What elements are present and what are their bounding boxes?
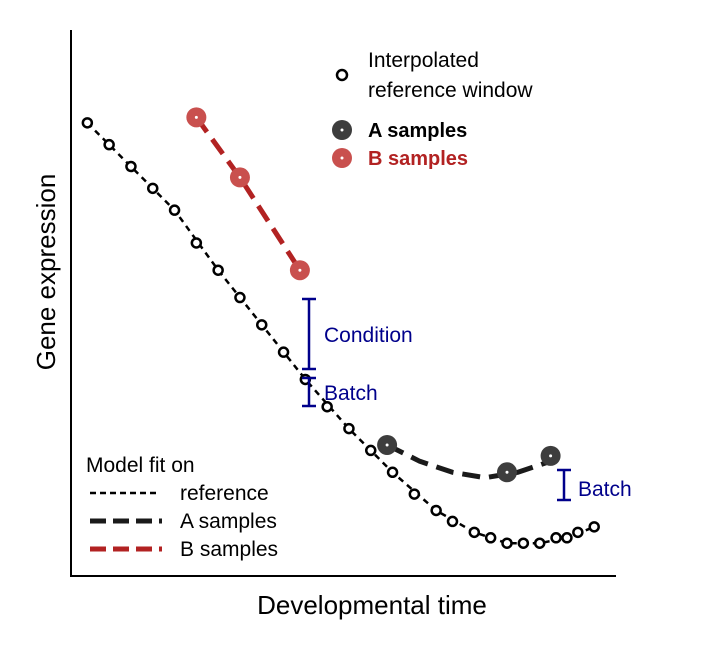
point-interpolated-reference-window xyxy=(386,466,399,479)
point-center-dot xyxy=(194,115,198,119)
point-interpolated-reference-window xyxy=(365,444,377,457)
point-interpolated-reference-window xyxy=(533,537,546,549)
point-interpolated-reference-window xyxy=(572,526,584,539)
point-interpolated-reference-window xyxy=(343,422,355,435)
batch-bracket-left xyxy=(302,376,316,408)
point-interpolated-reference-window xyxy=(147,182,159,195)
legend-open-circle-icon xyxy=(335,68,349,82)
point-interpolated-reference-window xyxy=(234,291,246,304)
point-interpolated-reference-window xyxy=(168,204,181,216)
x-axis-label: Developmental time xyxy=(257,590,487,620)
point-center-dot xyxy=(238,175,242,179)
point-interpolated-reference-window xyxy=(277,346,290,358)
legend-reference-label: reference xyxy=(180,482,269,505)
point-interpolated-reference-window xyxy=(468,526,481,539)
point-interpolated-reference-window xyxy=(517,537,530,549)
point-interpolated-reference-window xyxy=(446,515,459,528)
point-interpolated-reference-window xyxy=(212,264,224,276)
batch-label-left: Batch xyxy=(324,382,378,405)
point-interpolated-reference-window xyxy=(430,504,442,517)
point-interpolated-reference-window xyxy=(408,488,421,500)
condition-bracket xyxy=(302,297,316,371)
legend-interpolated-line2: reference window xyxy=(368,79,533,102)
legend-b-samples: B samples xyxy=(368,148,468,170)
point-interpolated-reference-window xyxy=(484,532,497,544)
point-interpolated-reference-window xyxy=(550,532,562,544)
point-interpolated-reference-window xyxy=(125,160,137,173)
condition-label: Condition xyxy=(324,324,413,347)
point-interpolated-reference-window xyxy=(588,521,600,533)
legend-a-point-dot xyxy=(340,128,344,132)
legend-a-samples: A samples xyxy=(368,120,467,142)
y-axis-label: Gene expression xyxy=(31,174,61,371)
point-interpolated-reference-window xyxy=(561,532,573,544)
point-interpolated-reference-window xyxy=(190,237,203,249)
batch-bracket-right xyxy=(557,468,571,502)
model-fit-legend: Model fit on reference A samples B sampl… xyxy=(86,454,278,561)
point-center-dot xyxy=(505,470,509,474)
point-interpolated-reference-window xyxy=(321,400,333,413)
point-interpolated-reference-window xyxy=(81,117,94,129)
point-center-dot xyxy=(298,268,302,272)
legend-a-fit-label: A samples xyxy=(180,510,277,533)
legend-interpolated-line1: Interpolated xyxy=(368,49,479,72)
fit-line-b-samples xyxy=(194,115,302,272)
model-fit-legend-title: Model fit on xyxy=(86,454,195,477)
point-center-dot xyxy=(549,454,553,458)
points-legend: Interpolated reference window A samples … xyxy=(332,49,533,170)
point-interpolated-reference-window xyxy=(501,537,513,549)
point-center-dot xyxy=(385,443,389,447)
legend-b-fit-label: B samples xyxy=(180,538,278,561)
batch-label-right: Batch xyxy=(578,478,632,501)
fit-line-a-samples xyxy=(385,442,552,481)
data-points xyxy=(81,107,600,549)
point-interpolated-reference-window xyxy=(103,138,115,151)
legend-b-point-dot xyxy=(340,156,344,160)
point-interpolated-reference-window xyxy=(256,319,268,331)
